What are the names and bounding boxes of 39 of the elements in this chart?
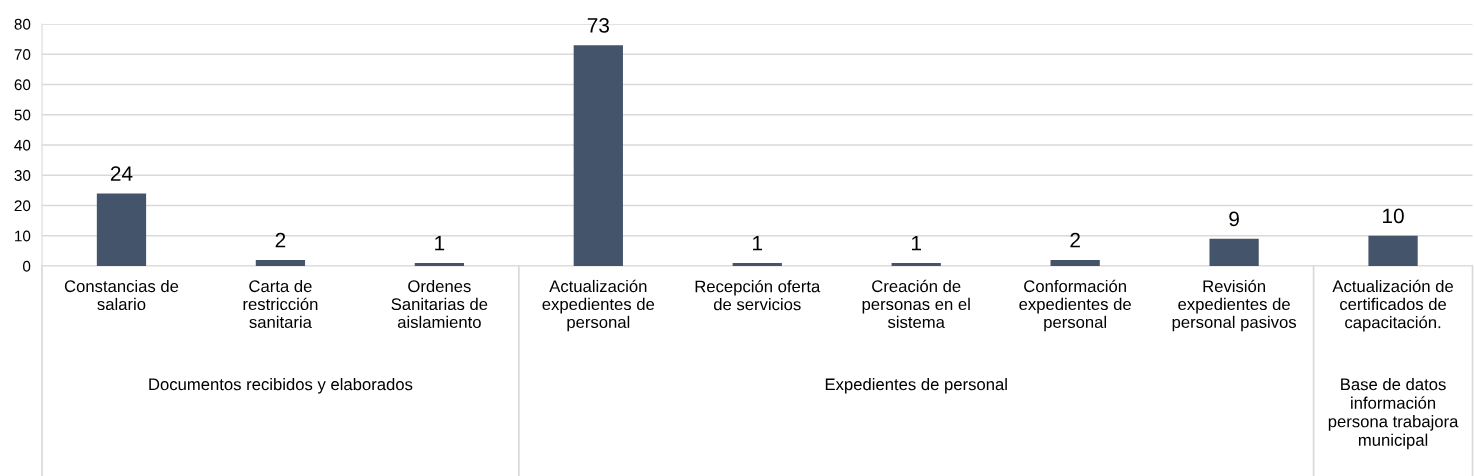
x-tick-label: Creación de personas en el sistema [862,279,970,329]
data-label: 73 [587,17,609,33]
bar [732,262,782,266]
y-tick-label: 40 [14,139,31,151]
x-tick-label: Actualización de certificados de capacitación. [1332,279,1453,332]
y-tick-label: 10 [15,230,31,242]
data-label: 10 [1383,208,1404,224]
x-tick-label: Recepción oferta de servicios [695,279,821,311]
text: Expedientes de personal [825,378,1007,394]
data-label: 1 [912,235,921,251]
y-tick-label: 20 [14,200,31,212]
x-tick-label: Constancias de salario [64,279,179,311]
bar [1050,259,1100,266]
text: Documentos recibidos y elaborados [149,378,413,394]
data-label: 24 [110,166,133,181]
text: Base de datos información persona trabajora municipal [1328,378,1459,450]
y-tick-label: 80 [14,18,31,30]
x-tick-label: Actualización expedientes de personal [542,279,655,332]
data-label: 9 [1229,211,1239,227]
bar [96,193,147,266]
bar [255,259,306,266]
bar [1209,238,1259,266]
bar [1368,235,1418,266]
bar [573,45,623,266]
y-tick-label: 70 [14,49,31,60]
x-tick-label: Revisión expedientes de personal pasivos [1172,279,1297,332]
y-tick-label: 30 [14,170,31,181]
y-tick-label: 0 [22,260,31,272]
x-tick-label: Ordenes Sanitarias de aislamiento [391,279,488,329]
bar [414,262,465,266]
x-tick-label: Carta de restricción sanitaria [243,279,318,329]
y-tick-label: 60 [14,79,31,91]
bar [891,262,941,266]
y-tick-label: 50 [14,109,31,121]
data-label: 2 [1070,232,1080,248]
data-label: 1 [753,235,763,251]
data-label: 1 [435,235,445,251]
x-tick-label: Conformación expedientes de personal [1019,279,1131,332]
data-label: 2 [275,232,286,248]
